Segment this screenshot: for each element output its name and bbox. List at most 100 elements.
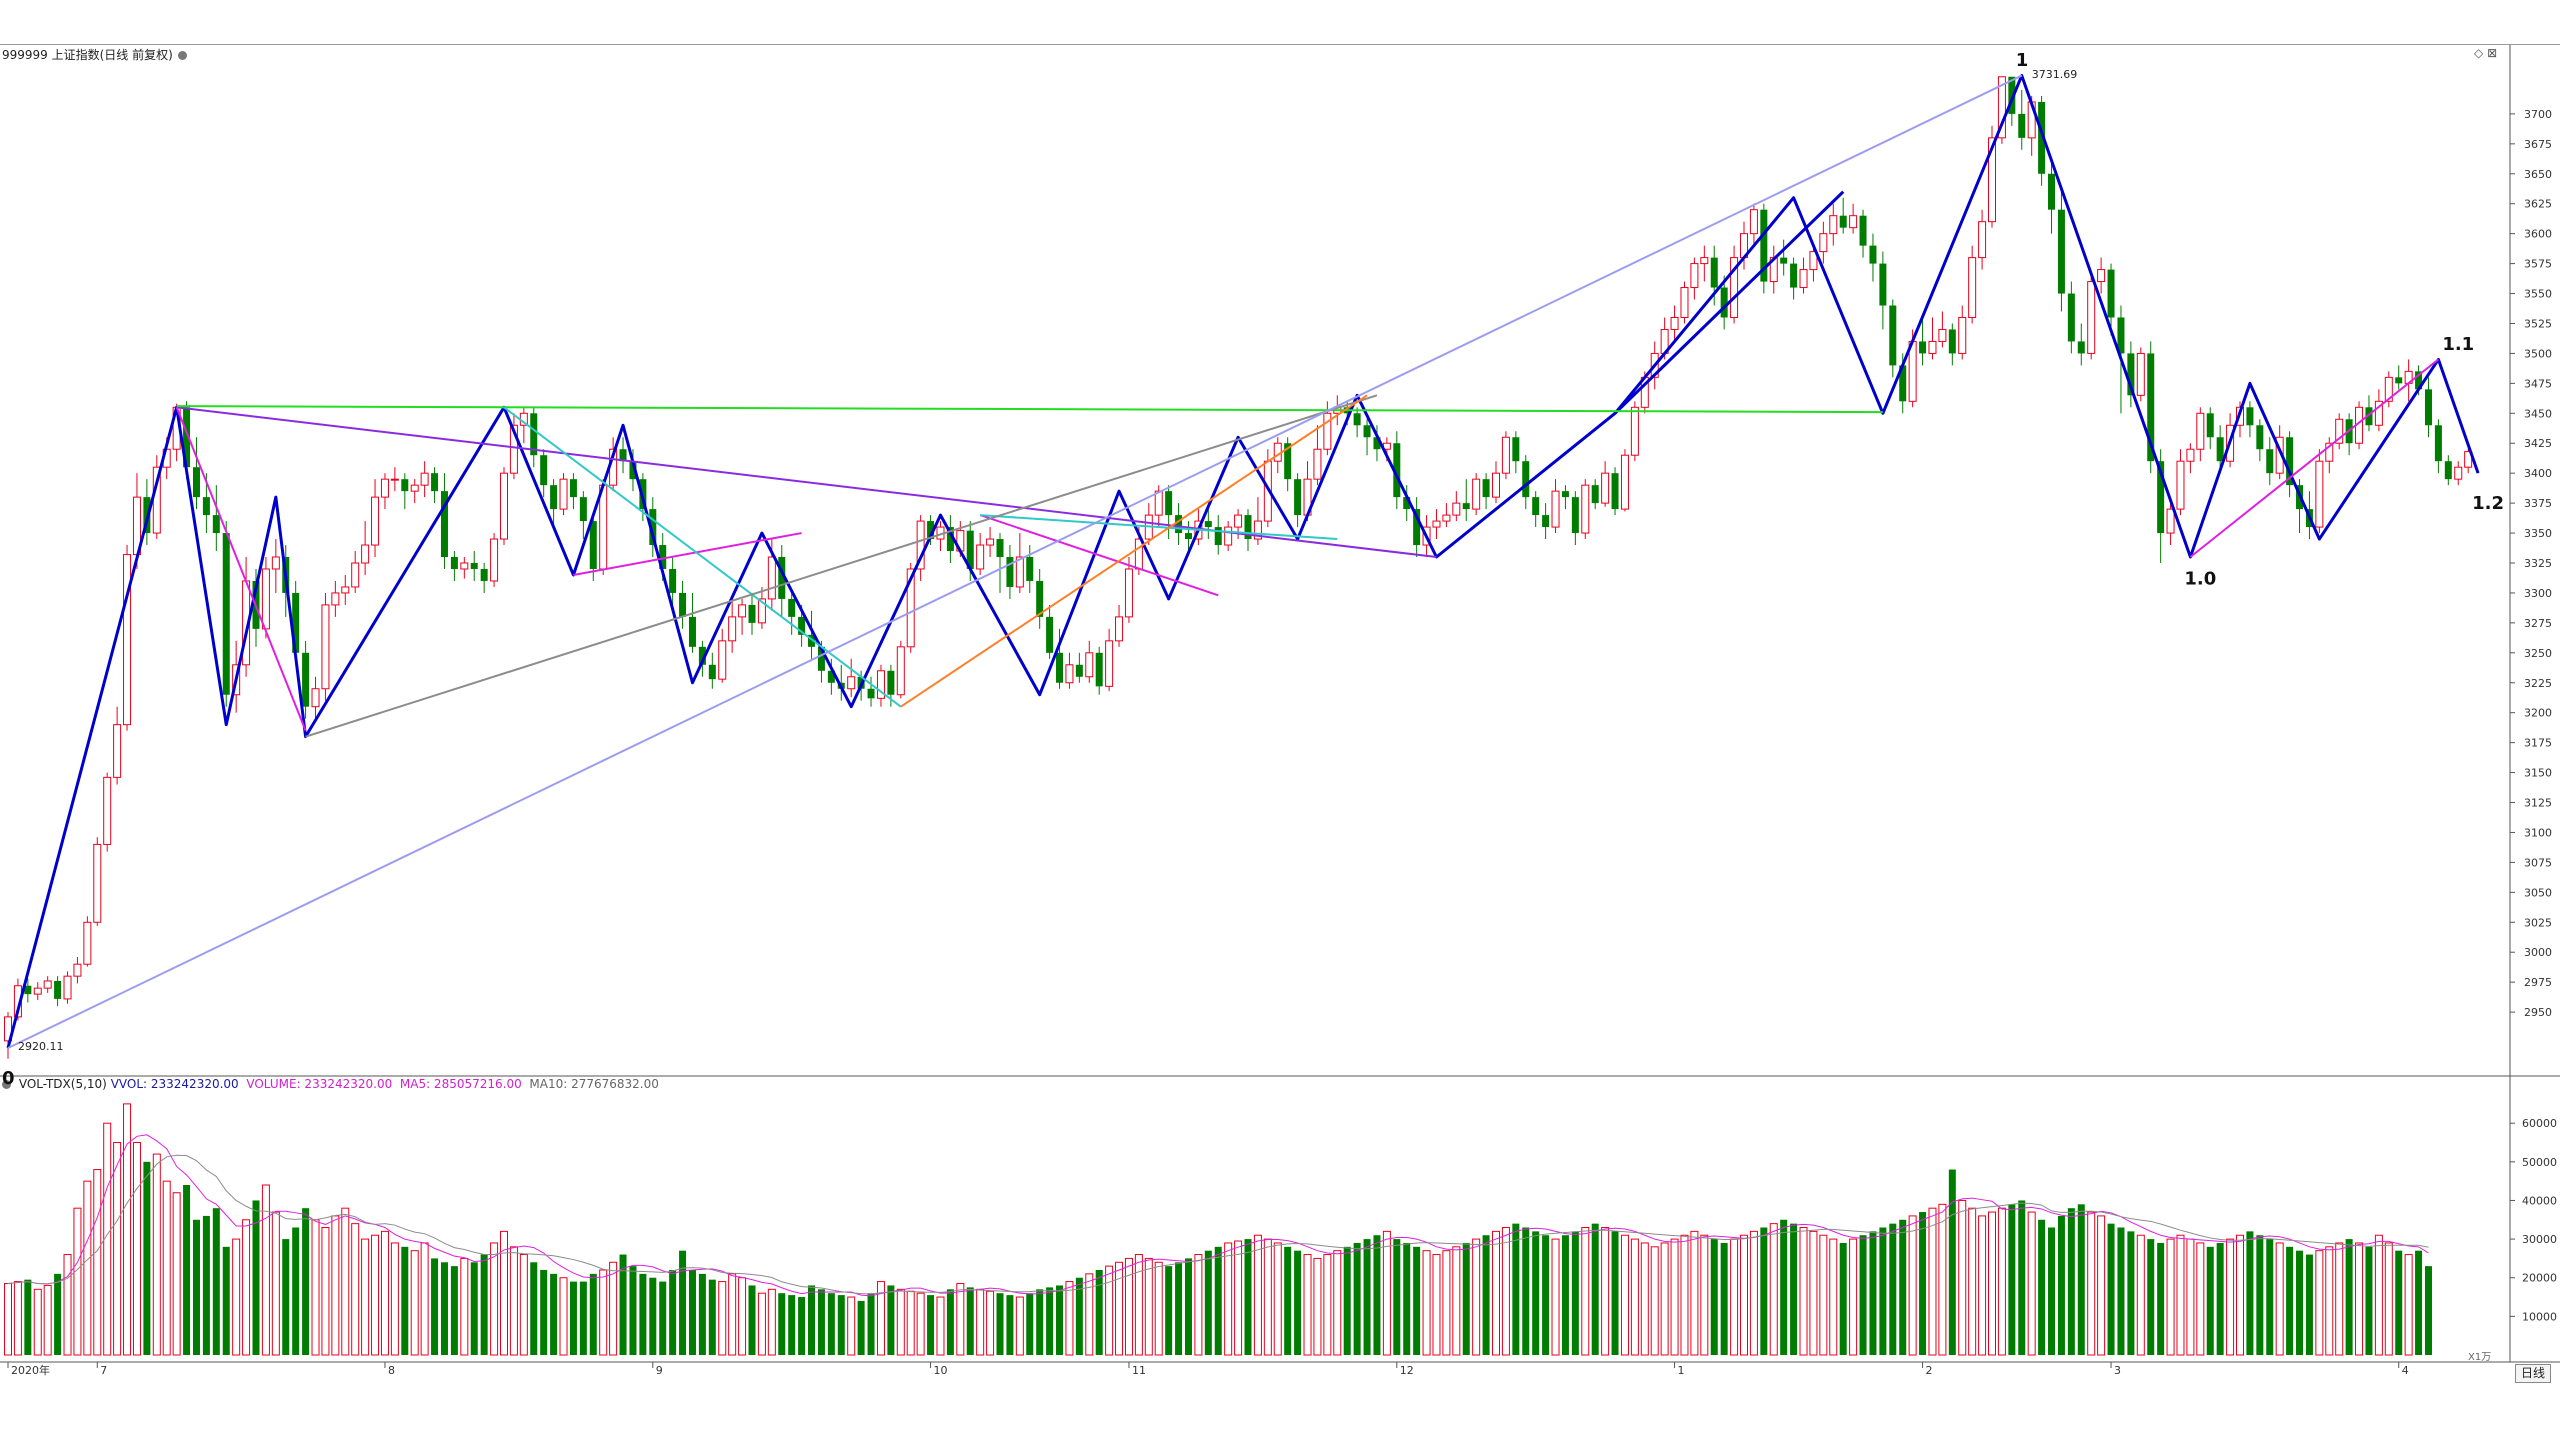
candle-up	[341, 586, 350, 594]
volume-bar-up	[509, 1246, 518, 1356]
candle-down	[1046, 616, 1054, 653]
time-tick-label: 2	[1926, 1364, 1933, 1377]
volume-bar-up	[916, 1292, 925, 1356]
diamond-icon[interactable]: ◇	[2474, 46, 2484, 60]
price-tick-label: 3075	[2524, 856, 2552, 869]
volume-bar-up	[519, 1254, 528, 1356]
volume-bar-down	[698, 1273, 706, 1355]
candle-down	[2365, 407, 2373, 426]
volume-bar-down	[1760, 1227, 1768, 1355]
volume-bar-up	[123, 1103, 132, 1356]
volume-bar-down	[2147, 1239, 2155, 1355]
main-chart-header: 999999 上证指数(日线 前复权)	[2, 46, 187, 63]
wave-lines	[6, 74, 2480, 1049]
volume-bar-up	[152, 1153, 161, 1356]
price-tick-label: 3400	[2524, 467, 2552, 480]
price-tick-label: 3150	[2524, 767, 2552, 780]
candle-down	[222, 533, 230, 695]
volume-bar-down	[1482, 1235, 1490, 1355]
price-tick-label: 3700	[2524, 108, 2552, 121]
settings-icon[interactable]	[2, 1080, 11, 1089]
volume-bar-up	[390, 1242, 399, 1356]
volume-bar-up	[271, 1211, 280, 1356]
candle-up	[1799, 269, 1808, 289]
volume-bar-down	[1214, 1246, 1222, 1355]
volume-bar-up	[1303, 1254, 1312, 1356]
candle-down	[1561, 491, 1569, 498]
volume-bar-down	[1056, 1285, 1064, 1355]
settings-icon[interactable]	[177, 51, 187, 60]
volume-bar-up	[2136, 1234, 2145, 1356]
candle-up	[1492, 472, 1500, 498]
candle-down	[629, 461, 637, 480]
volume-bar-up	[1938, 1203, 1947, 1356]
volume-bar-up	[261, 1184, 270, 1356]
candle-up	[261, 568, 270, 630]
candle-up	[1997, 76, 2006, 139]
candle-up	[1601, 472, 1610, 504]
volume-bar-up	[371, 1234, 380, 1356]
volume-bar-down	[192, 1219, 200, 1355]
candle-down	[748, 604, 756, 623]
volume-bar-up	[728, 1273, 737, 1356]
volume-bar-up	[956, 1283, 965, 1356]
candle-up	[1809, 251, 1818, 271]
candle-up	[73, 963, 82, 977]
candle-up	[1432, 520, 1441, 528]
volume-bar-up	[1273, 1242, 1282, 1356]
candle-up	[757, 598, 766, 624]
volume-bar-down	[1363, 1239, 1371, 1355]
candle-up	[1452, 502, 1461, 516]
volume-bar-up	[1472, 1238, 1481, 1356]
candle-down	[669, 568, 677, 593]
time-tick-label: 4	[2402, 1364, 2409, 1377]
candle-down	[1542, 515, 1550, 528]
volume-bar-up	[1650, 1246, 1659, 1356]
candle-up	[1105, 640, 1114, 687]
candle-down	[688, 616, 696, 647]
volume-bar-up	[1194, 1254, 1203, 1356]
volume-bar-up	[2335, 1242, 2344, 1356]
wave-label: 1.1	[2442, 334, 2474, 355]
volume-bar-up	[876, 1281, 885, 1356]
candle-up	[2384, 376, 2393, 402]
candle-down	[1790, 263, 1798, 288]
candle-up	[1958, 316, 1967, 354]
candle-down	[946, 527, 954, 552]
volume-bar-down	[619, 1254, 627, 1355]
volume-header: VOL-TDX(5,10) VVOL: 233242320.00 VOLUME:…	[2, 1077, 659, 1091]
candle-down	[798, 616, 806, 635]
volume-bar-up	[83, 1180, 92, 1356]
candle-down	[1184, 533, 1192, 540]
candle-up	[2196, 412, 2205, 450]
candle-up	[2097, 269, 2106, 283]
candle-down	[2424, 389, 2432, 426]
volume-bar-up	[2097, 1215, 2106, 1356]
volume-bar-up	[1224, 1242, 1233, 1356]
chart-corner-controls[interactable]: ◇ ⊠	[2474, 46, 2497, 60]
candle-down	[440, 491, 448, 558]
candle-up	[33, 987, 42, 995]
close-icon[interactable]: ⊠	[2487, 46, 2498, 60]
candle-down	[1175, 515, 1183, 534]
candle-up	[2136, 352, 2145, 396]
volume-bar-down	[1026, 1293, 1034, 1355]
volume-bar-up	[1740, 1234, 1748, 1356]
volume-bar-down	[2415, 1250, 2423, 1355]
candle-up	[916, 520, 925, 570]
volume-bar-up	[1640, 1242, 1649, 1356]
volume-bar-down	[2038, 1219, 2046, 1355]
volume-bar-down	[24, 1279, 32, 1355]
candle-down	[1512, 437, 1520, 462]
volume-bar-up	[1958, 1199, 1967, 1356]
wave-line-magenta	[2189, 358, 2440, 558]
axes: 2950297530003025305030753100312531503175…	[0, 45, 2560, 1377]
price-tick-label: 3200	[2524, 707, 2552, 720]
volume-bar-down	[480, 1254, 488, 1355]
volume-bar-up	[1382, 1230, 1391, 1356]
volume-bar-down	[1413, 1246, 1421, 1355]
period-selector[interactable]: 日线	[2515, 1364, 2551, 1383]
candle-down	[788, 598, 796, 617]
candle-up	[599, 484, 608, 570]
volume-bar-down	[639, 1273, 647, 1355]
